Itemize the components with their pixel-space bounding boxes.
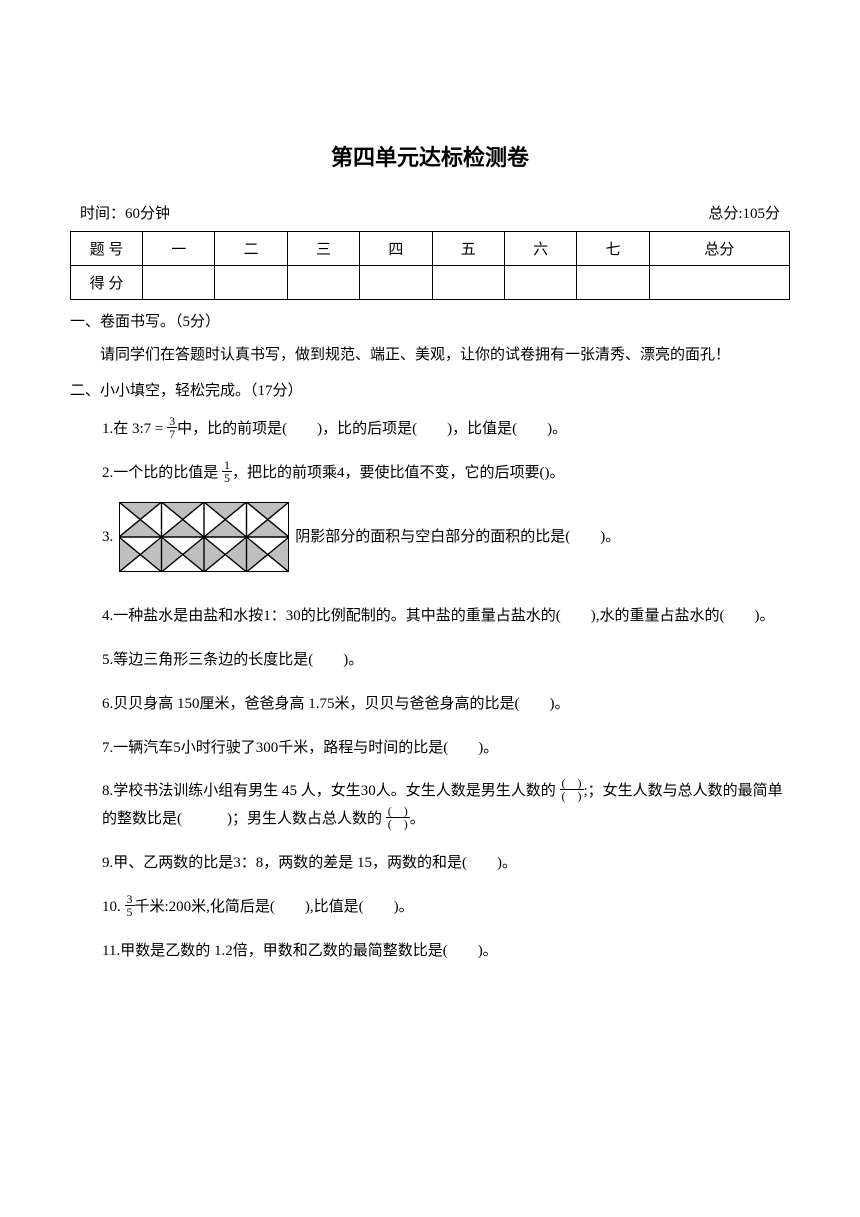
question-5: 5.等边三角形三条边的长度比是( )。	[102, 645, 790, 675]
section1-heading: 一、卷面书写。（5分）	[70, 310, 790, 331]
meta-row: 时间：60分钟 总分:105分	[70, 202, 790, 223]
q1-text-b: 中，比的前项是( )，比的后项是( )，比值是( )。	[177, 421, 567, 437]
score-cell	[504, 266, 576, 300]
fraction: 37	[167, 415, 177, 440]
question-10: 10. 35千米:200米,化简后是( ),比值是( )。	[102, 892, 790, 922]
col-header: 一	[143, 232, 215, 266]
fraction: 15	[222, 459, 232, 484]
triangle-grid-diagram	[119, 502, 289, 572]
score-cell	[360, 266, 432, 300]
denominator: 5	[222, 472, 232, 484]
score-cell	[577, 266, 649, 300]
numerator: 3	[125, 893, 135, 906]
question-3: 3. 阴影部分的面积与空白部分的面积的比是( )。	[102, 502, 790, 572]
score-cell	[649, 266, 789, 300]
section2-heading: 二、小小填空，轻松完成。（17分）	[70, 379, 790, 400]
total-score: 总分:105分	[708, 202, 780, 223]
score-cell	[215, 266, 287, 300]
col-header: 六	[504, 232, 576, 266]
question-1: 1.在 3:7 = 37中，比的前项是( )，比的后项是( )，比值是( )。	[102, 414, 790, 444]
score-cell	[287, 266, 359, 300]
question-4: 4.一种盐水是由盐和水按1：30的比例配制的。其中盐的重量占盐水的( ),水的重…	[102, 602, 790, 631]
question-11: 11.甲数是乙数的 1.2倍，甲数和乙数的最简整数比是( )。	[102, 936, 790, 966]
question-8: 8.学校书法训练小组有男生 45 人，女生30人。女生人数是男生人数的 ( )(…	[102, 777, 790, 834]
question-7: 7.一辆汽车5小时行驶了300千米，路程与时间的比是( )。	[102, 733, 790, 763]
question-6: 6.贝贝身高 150厘米，爸爸身高 1.75米，贝贝与爸爸身高的比是( )。	[102, 689, 790, 719]
q10-text-b: 千米:200米,化简后是( ),比值是( )。	[135, 899, 414, 915]
time-limit: 时间：60分钟	[80, 202, 170, 223]
q10-text-a: 10.	[102, 899, 125, 915]
score-cell	[432, 266, 504, 300]
denominator: 7	[167, 428, 177, 440]
fraction-blank: ( )( )	[386, 805, 410, 830]
score-cell	[143, 266, 215, 300]
question-list: 1.在 3:7 = 37中，比的前项是( )，比的后项是( )，比值是( )。 …	[70, 414, 790, 966]
table-row: 题 号 一 二 三 四 五 六 七 总分	[71, 232, 790, 266]
q2-text-b: ，把比的前项乘4，要使比值不变，它的后项要()。	[232, 465, 565, 481]
col-header: 总分	[649, 232, 789, 266]
question-9: 9.甲、乙两数的比是3：8，两数的差是 15，两数的和是( )。	[102, 848, 790, 878]
denominator: ( )	[386, 818, 410, 830]
q3-text: 阴影部分的面积与空白部分的面积的比是( )。	[295, 522, 620, 552]
score-table: 题 号 一 二 三 四 五 六 七 总分 得 分	[70, 231, 790, 300]
fraction: 35	[125, 893, 135, 918]
col-header: 三	[287, 232, 359, 266]
col-header: 七	[577, 232, 649, 266]
page-title: 第四单元达标检测卷	[70, 140, 790, 172]
fraction-blank: ( )( )	[560, 777, 584, 802]
numerator: ( )	[560, 777, 584, 790]
question-2: 2.一个比的比值是 15，把比的前项乘4，要使比值不变，它的后项要()。	[102, 458, 790, 488]
denominator: ( )	[560, 790, 584, 802]
q2-text-a: 2.一个比的比值是	[102, 465, 222, 481]
q1-text-a: 1.在 3:7 =	[102, 421, 167, 437]
row-label: 题 号	[71, 232, 143, 266]
section1-text: 请同学们在答题时认真书写，做到规范、端正、美观，让你的试卷拥有一张清秀、漂亮的面…	[70, 337, 790, 373]
q8-text-a: 8.学校书法训练小组有男生 45 人，女生30人。女生人数是男生人数的	[102, 783, 560, 799]
col-header: 四	[360, 232, 432, 266]
table-row: 得 分	[71, 266, 790, 300]
q3-label: 3.	[102, 522, 113, 552]
col-header: 五	[432, 232, 504, 266]
denominator: 5	[125, 906, 135, 918]
row-label: 得 分	[71, 266, 143, 300]
col-header: 二	[215, 232, 287, 266]
q8-text-c: 。	[410, 811, 425, 827]
